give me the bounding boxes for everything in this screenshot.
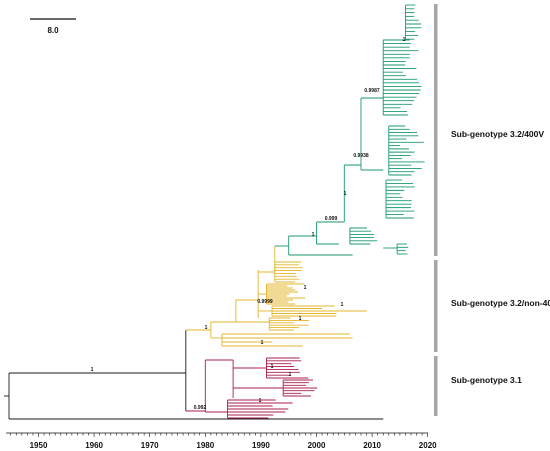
node-support-label: 1 (289, 372, 292, 378)
node-support-label: 1 (299, 316, 302, 322)
node-support-label: 1 (261, 340, 264, 346)
node-support-label: 1 (344, 191, 347, 197)
clade-bar-400v (434, 4, 438, 256)
group-label-31: Sub-genotype 3.1 (451, 375, 522, 385)
node-support-label: 1 (271, 364, 274, 370)
group-label-non400v: Sub-genotype 3.2/non-400V (451, 298, 550, 308)
node-support-label: 1 (341, 302, 344, 308)
node-support-label: 1 (91, 367, 94, 373)
node-support-label: 1 (304, 285, 307, 291)
axis-tick-label: 1960 (85, 441, 103, 450)
scale-bar-label: 8.0 (47, 26, 59, 35)
node-support-label: 1 (312, 232, 315, 238)
node-support-label: 1 (259, 398, 262, 404)
axis-tick-label: 1990 (252, 441, 270, 450)
node-support-label: 1 (403, 37, 406, 43)
node-support-label: 0.9938 (353, 153, 369, 159)
tree-branches (4, 4, 425, 420)
axis-tick-label: 1950 (30, 441, 48, 450)
clade-bar-31 (434, 356, 438, 416)
node-support-label: 1 (205, 325, 208, 331)
clade-bar-non400v (434, 260, 438, 352)
axis-tick-label: 2010 (363, 441, 381, 450)
axis-tick-label: 2020 (419, 441, 437, 450)
time-axis: 1950 1960 1970 1980 1990 2000 2010 2020 (6, 432, 437, 450)
group-labels: Sub-genotype 3.2/400V Sub-genotype 3.2/n… (451, 129, 550, 385)
node-support-label: 0.999 (325, 216, 338, 222)
clade-bars (434, 4, 438, 416)
axis-tick-label: 1980 (196, 441, 214, 450)
scale-bar: 8.0 (30, 18, 76, 35)
axis-tick-label: 1970 (141, 441, 159, 450)
node-support-labels: 1 1 0.992 0.9999 0.999 0.9938 0.9987 1 1 1 1 1 1 1 1 1 1 (91, 37, 406, 411)
axis-tick-label: 2000 (308, 441, 326, 450)
group-label-400v: Sub-genotype 3.2/400V (451, 129, 544, 139)
node-support-label: 0.992 (194, 405, 207, 411)
node-support-label: 0.9987 (364, 88, 380, 94)
node-support-label: 0.9999 (257, 299, 273, 305)
